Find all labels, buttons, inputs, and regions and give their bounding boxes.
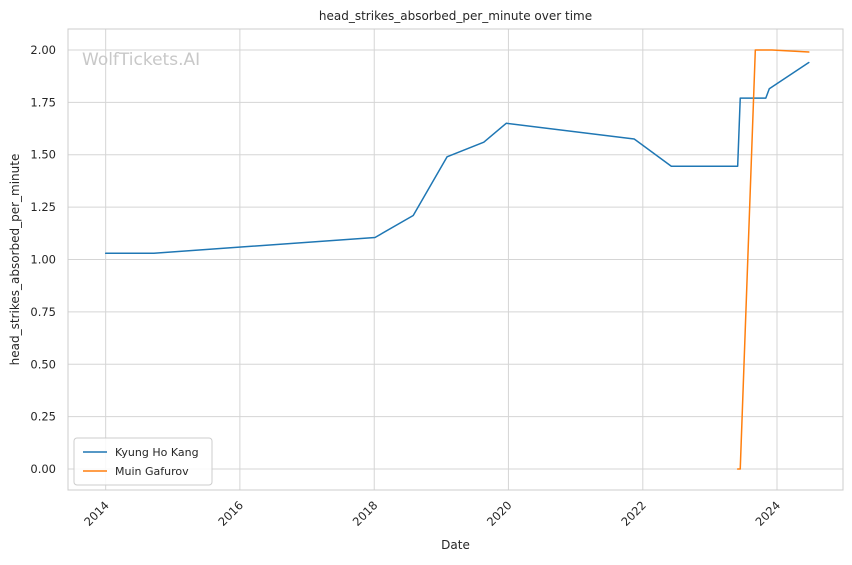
grid xyxy=(68,29,843,490)
x-tick-label: 2016 xyxy=(215,498,246,529)
y-tick-label: 0.50 xyxy=(30,357,56,371)
y-tick-label: 2.00 xyxy=(30,43,56,57)
x-axis-title: Date xyxy=(441,538,470,552)
plot-frame xyxy=(67,28,844,491)
x-tick-label: 2022 xyxy=(618,498,649,529)
y-tick-label: 1.00 xyxy=(30,253,56,267)
y-tick-label: 1.75 xyxy=(30,95,56,109)
x-tick-label: 2024 xyxy=(753,498,784,529)
y-tick-label: 1.25 xyxy=(30,200,56,214)
y-tick-label: 0.25 xyxy=(30,410,56,424)
x-tick-label: 2020 xyxy=(484,498,515,529)
legend-label: Muin Gafurov xyxy=(115,465,189,478)
x-tick-label: 2014 xyxy=(81,498,112,529)
legend-box xyxy=(73,437,213,486)
series-line-2 xyxy=(736,49,810,470)
x-tick-label: 2018 xyxy=(350,498,381,529)
legend: Kyung Ho Kang Muin Gafurov xyxy=(73,437,213,486)
y-tick-label: 0.75 xyxy=(30,305,56,319)
y-tick-label: 0.00 xyxy=(30,462,56,476)
watermark: WolfTickets.AI xyxy=(82,50,200,70)
y-axis-title: head_strikes_absorbed_per_minute xyxy=(8,154,22,366)
chart-title: head_strikes_absorbed_per_minute over ti… xyxy=(319,9,592,23)
legend-label: Kyung Ho Kang xyxy=(115,446,199,459)
series-line-1 xyxy=(104,61,810,254)
series-layer xyxy=(104,49,810,470)
y-tick-label: 1.50 xyxy=(30,148,56,162)
